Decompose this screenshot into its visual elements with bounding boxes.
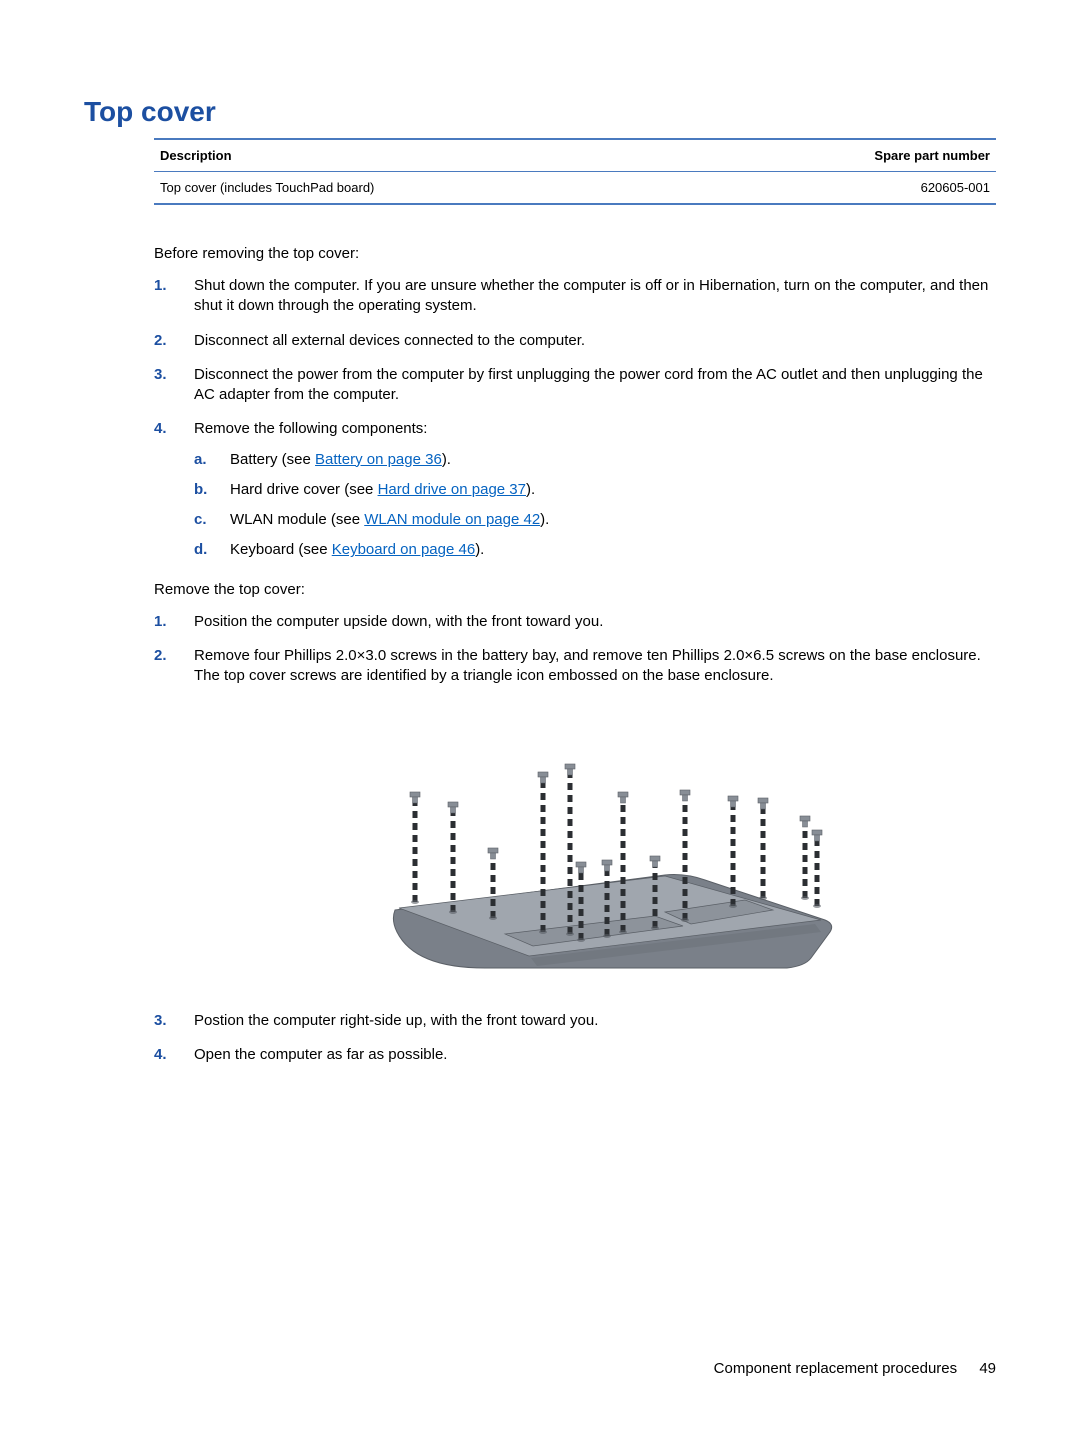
sub-suffix: ). bbox=[540, 511, 549, 528]
intro-before-removing: Before removing the top cover: bbox=[154, 245, 996, 262]
list-item: d. Keyboard (see Keyboard on page 46). bbox=[194, 540, 996, 560]
list-item: 2. Remove four Phillips 2.0×3.0 screws i… bbox=[154, 646, 996, 997]
list-item: a. Battery (see Battery on page 36). bbox=[194, 450, 996, 470]
sub-prefix: Battery (see bbox=[230, 451, 315, 468]
section-heading: Top cover bbox=[84, 96, 996, 128]
sub-prefix: WLAN module (see bbox=[230, 511, 364, 528]
sub-suffix: ). bbox=[526, 481, 535, 498]
parts-table: Description Spare part number Top cover … bbox=[154, 138, 996, 205]
list-item: 3. Postion the computer right-side up, w… bbox=[154, 1011, 996, 1031]
step-number: 2. bbox=[154, 331, 167, 351]
sub-letter: b. bbox=[194, 480, 207, 500]
xref-battery[interactable]: Battery on page 36 bbox=[315, 451, 442, 468]
step-text: Remove four Phillips 2.0×3.0 screws in t… bbox=[194, 647, 981, 684]
col-partnumber: Spare part number bbox=[693, 139, 997, 172]
list-item: 2. Disconnect all external devices conne… bbox=[154, 331, 996, 351]
step-text: Remove the following components: bbox=[194, 420, 427, 437]
sub-letter: a. bbox=[194, 450, 207, 470]
sub-prefix: Keyboard (see bbox=[230, 541, 332, 558]
step-text: Postion the computer right-side up, with… bbox=[194, 1012, 598, 1029]
step-text: Position the computer upside down, with … bbox=[194, 613, 603, 630]
list-item: 4. Remove the following components: a. B… bbox=[154, 419, 996, 560]
step-text: Disconnect all external devices connecte… bbox=[194, 332, 585, 349]
footer-section: Component replacement procedures bbox=[714, 1360, 957, 1377]
step-number: 2. bbox=[154, 646, 167, 666]
list-item: c. WLAN module (see WLAN module on page … bbox=[194, 510, 996, 530]
step-number: 1. bbox=[154, 276, 167, 296]
intro-remove: Remove the top cover: bbox=[154, 581, 996, 598]
footer-page: 49 bbox=[979, 1360, 996, 1377]
step-text: Disconnect the power from the computer b… bbox=[194, 366, 983, 403]
page-container: Top cover Description Spare part number … bbox=[0, 0, 1080, 1437]
list-item: 3. Disconnect the power from the compute… bbox=[154, 365, 996, 406]
table-row: Top cover (includes TouchPad board) 6206… bbox=[154, 172, 996, 205]
prep-steps: 1. Shut down the computer. If you are un… bbox=[154, 276, 996, 561]
removal-steps: 1. Position the computer upside down, wi… bbox=[154, 612, 996, 1066]
sub-suffix: ). bbox=[475, 541, 484, 558]
xref-keyboard[interactable]: Keyboard on page 46 bbox=[332, 541, 475, 558]
sub-prefix: Hard drive cover (see bbox=[230, 481, 378, 498]
step-number: 4. bbox=[154, 1045, 167, 1065]
xref-harddrive[interactable]: Hard drive on page 37 bbox=[378, 481, 526, 498]
col-description: Description bbox=[154, 139, 693, 172]
cell-partnumber: 620605-001 bbox=[693, 172, 997, 205]
figure-wrapper bbox=[194, 700, 996, 996]
step-number: 1. bbox=[154, 612, 167, 632]
step-number: 4. bbox=[154, 419, 167, 439]
step-number: 3. bbox=[154, 365, 167, 385]
step-text: Open the computer as far as possible. bbox=[194, 1046, 447, 1063]
list-item: b. Hard drive cover (see Hard drive on p… bbox=[194, 480, 996, 500]
xref-wlan[interactable]: WLAN module on page 42 bbox=[364, 511, 540, 528]
cell-description: Top cover (includes TouchPad board) bbox=[154, 172, 693, 205]
list-item: 1. Position the computer upside down, wi… bbox=[154, 612, 996, 632]
sub-letter: c. bbox=[194, 510, 207, 530]
sub-letter: d. bbox=[194, 540, 207, 560]
step-text: Shut down the computer. If you are unsur… bbox=[194, 277, 988, 314]
list-item: 4. Open the computer as far as possible. bbox=[154, 1045, 996, 1065]
component-sublist: a. Battery (see Battery on page 36). b. … bbox=[194, 450, 996, 561]
page-footer: Component replacement procedures 49 bbox=[714, 1360, 996, 1377]
screw-diagram bbox=[355, 700, 835, 990]
list-item: 1. Shut down the computer. If you are un… bbox=[154, 276, 996, 317]
step-number: 3. bbox=[154, 1011, 167, 1031]
sub-suffix: ). bbox=[442, 451, 451, 468]
